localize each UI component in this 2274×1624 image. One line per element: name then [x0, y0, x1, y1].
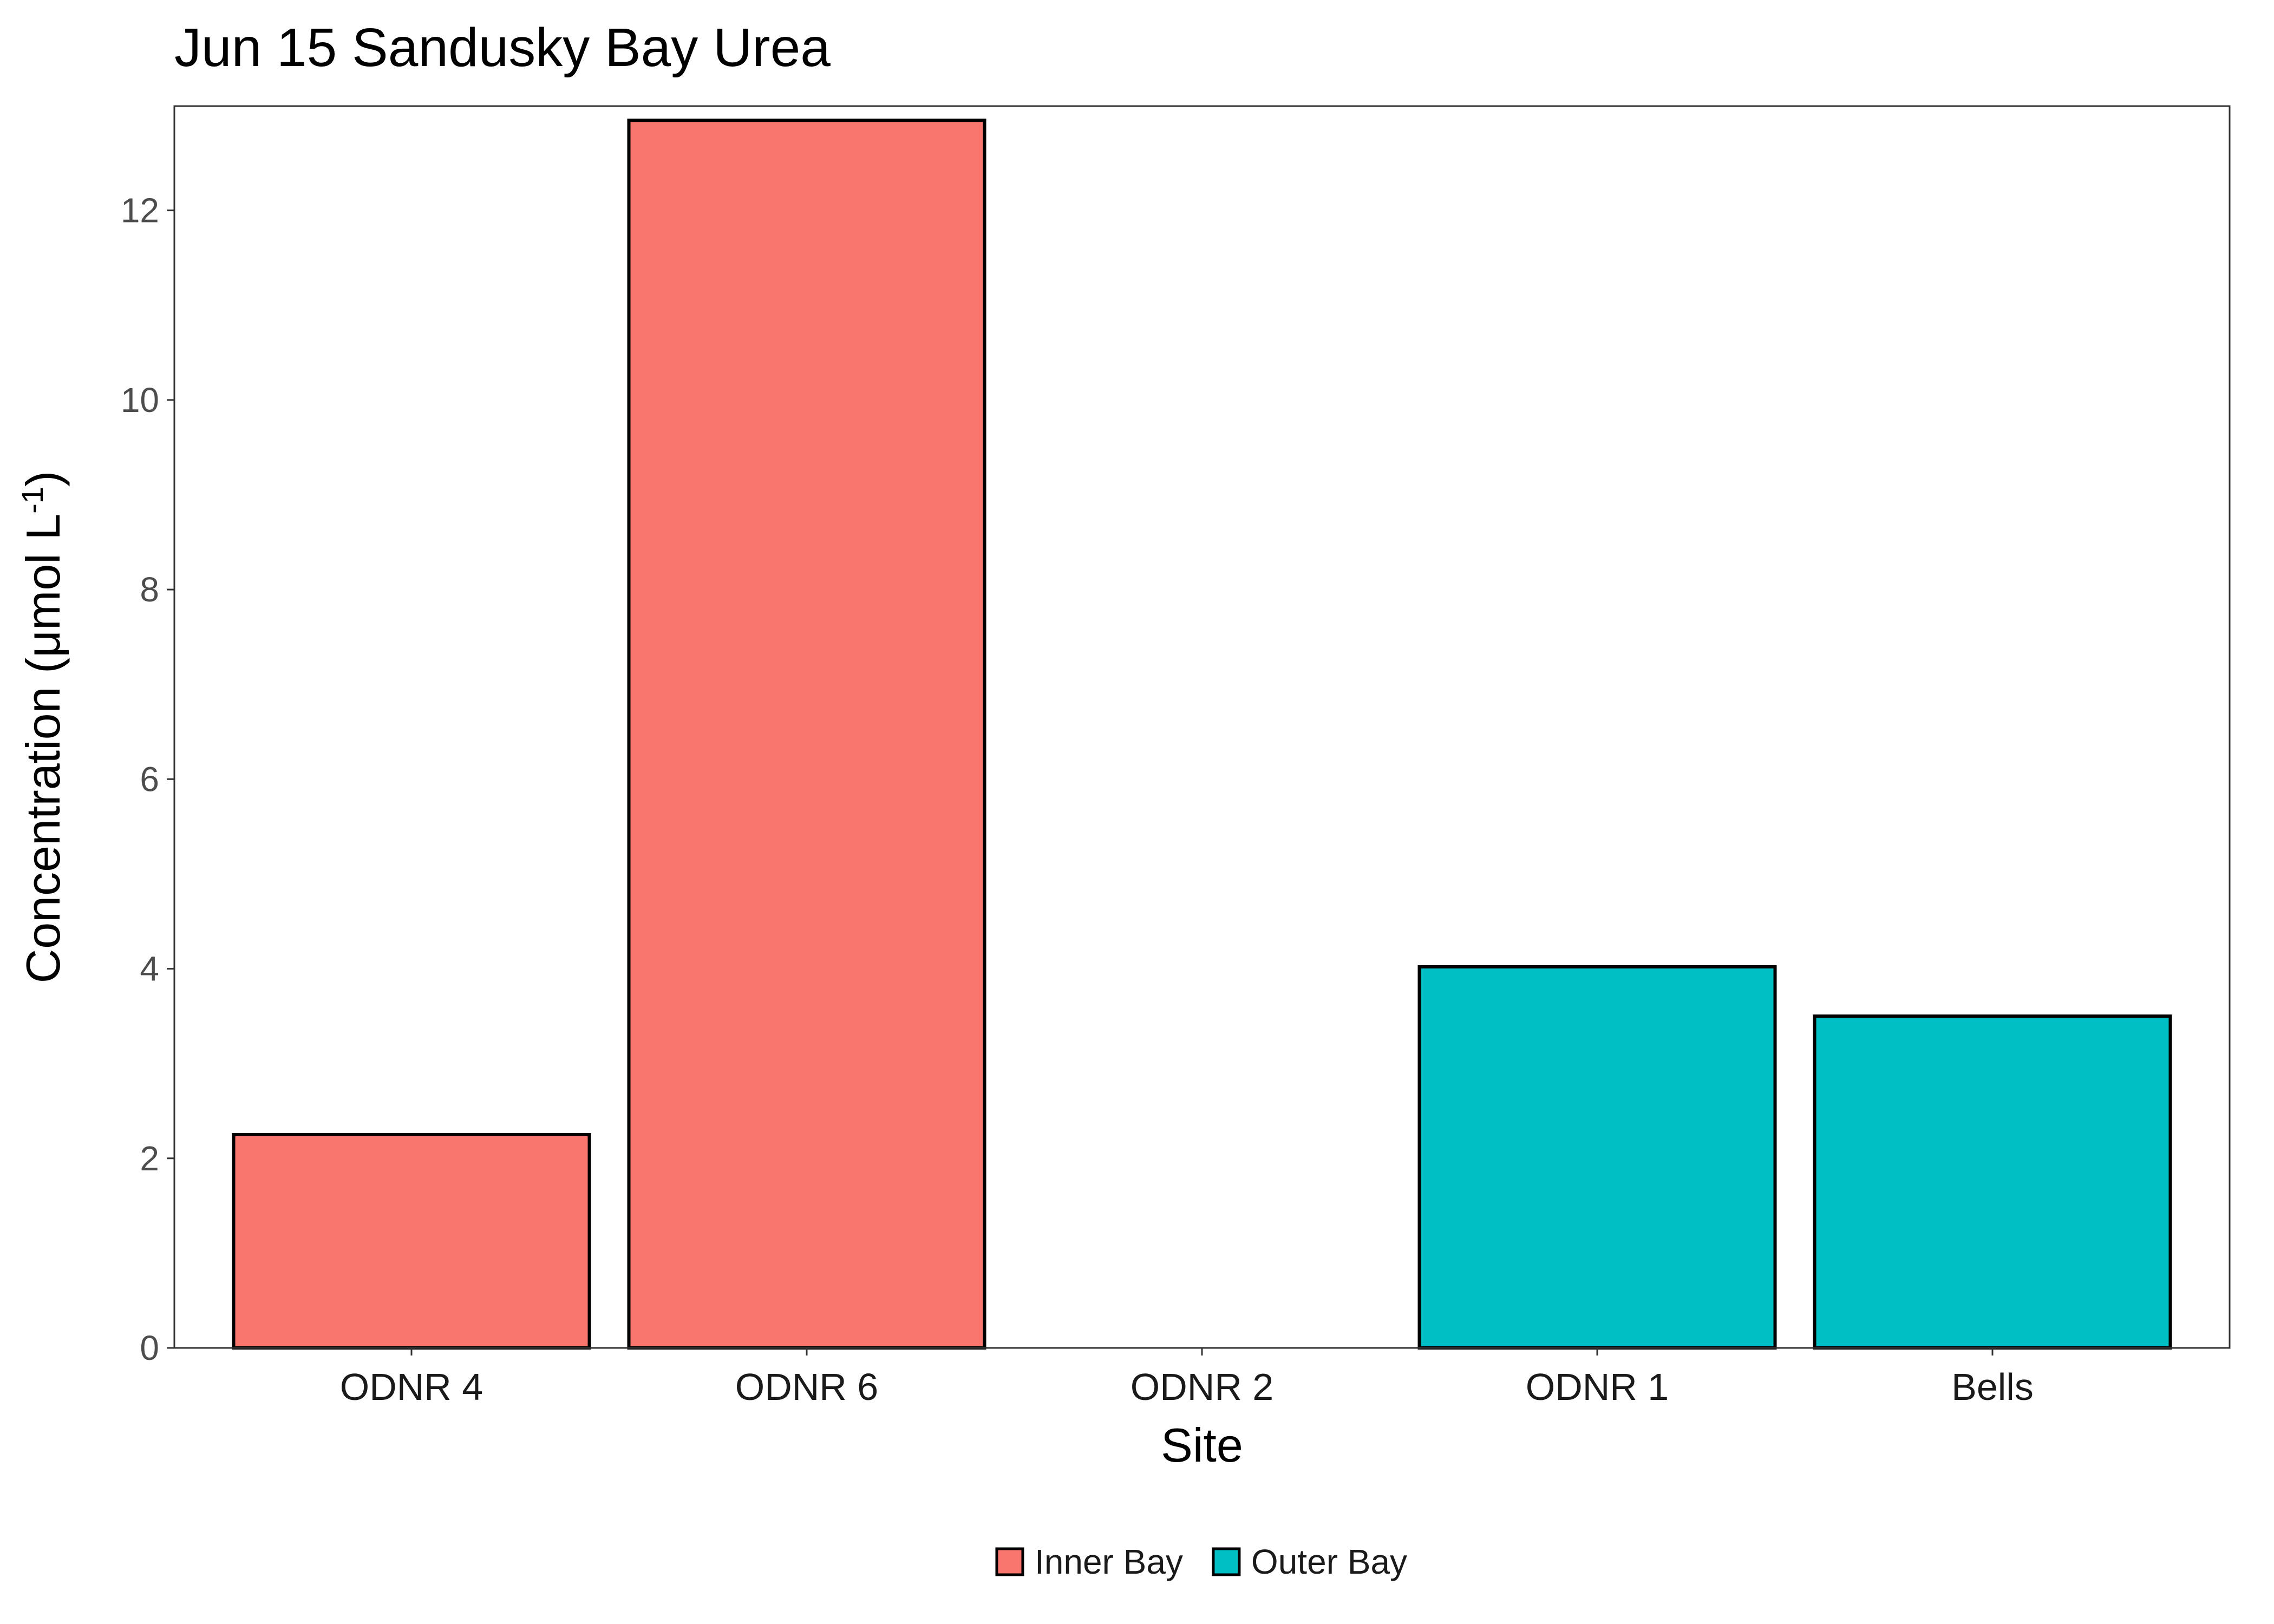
y-axis-title-superscript: -1 [15, 487, 49, 514]
y-tick-label: 12 [121, 191, 159, 230]
x-axis-title: Site [1161, 1418, 1243, 1472]
y-axis-title: Concentration (μmol L-1) [15, 471, 70, 984]
y-tick-label: 4 [140, 949, 159, 988]
y-tick-label: 10 [121, 381, 159, 420]
y-tick-label: 0 [140, 1328, 159, 1367]
plot-area [232, 119, 2172, 1350]
legend-key-outer-bay [1212, 1547, 1241, 1576]
bar-bells [1813, 1014, 2172, 1350]
bar-odnr-6 [627, 119, 986, 1350]
bar-odnr-4 [232, 1132, 591, 1350]
x-tick-label: Bells [1951, 1366, 2034, 1408]
y-axis-title-close: ) [16, 471, 70, 487]
x-tick-label: ODNR 2 [1131, 1366, 1273, 1408]
bar-odnr-1 [1417, 965, 1777, 1350]
legend-label-inner-bay: Inner Bay [1035, 1542, 1183, 1581]
legend-key-inner-bay [995, 1547, 1024, 1576]
y-axis: 0 2 4 6 8 10 12 [121, 191, 174, 1367]
x-tick-label: ODNR 6 [735, 1366, 878, 1408]
x-tick-label: ODNR 1 [1526, 1366, 1669, 1408]
legend-label-outer-bay: Outer Bay [1251, 1542, 1407, 1581]
y-tick-label: 6 [140, 759, 159, 798]
x-tick-label: ODNR 4 [340, 1366, 483, 1408]
y-tick-label: 8 [140, 570, 159, 609]
y-tick-label: 2 [140, 1139, 159, 1178]
chart-title: Jun 15 Sandusky Bay Urea [174, 17, 831, 78]
legend: Inner Bay Outer Bay [995, 1542, 1407, 1581]
x-axis: ODNR 4 ODNR 6 ODNR 2 ODNR 1 Bells [340, 1348, 2034, 1408]
y-axis-title-main: Concentration (μmol L [16, 514, 70, 984]
